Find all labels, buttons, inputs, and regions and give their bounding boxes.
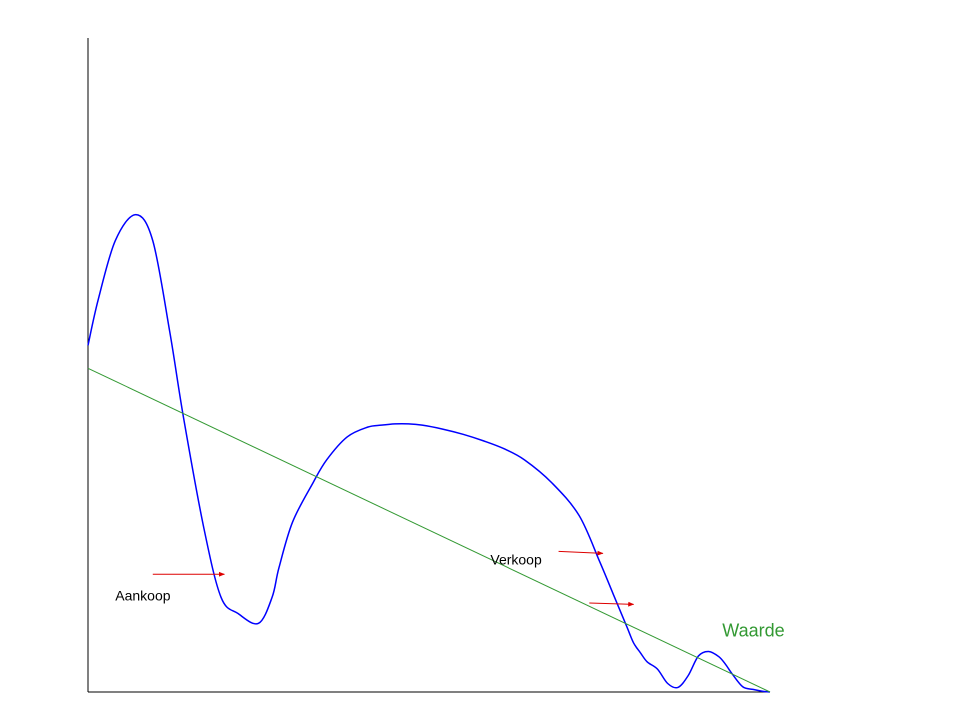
series-layer	[87, 213, 771, 693]
waarde-label: Waarde	[722, 620, 784, 640]
verkoop-label: Verkoop	[490, 551, 542, 567]
aankoop-label: Aankoop	[115, 587, 170, 603]
series-line-blue	[87, 213, 771, 693]
label-layer: Aankoop Verkoop Waarde	[115, 551, 784, 640]
annotation-arrow-2	[558, 550, 604, 556]
arrow-layer	[152, 550, 635, 607]
annotation-arrow-3	[589, 601, 635, 607]
series-line-green	[87, 367, 771, 693]
